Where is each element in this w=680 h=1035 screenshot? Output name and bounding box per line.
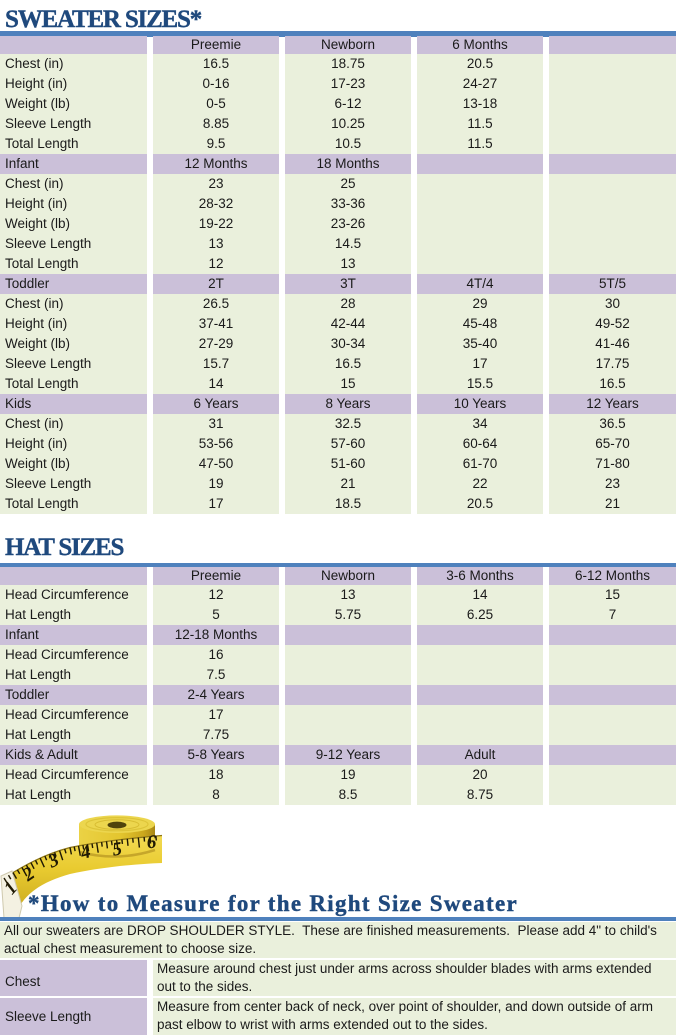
svg-text:5: 5: [111, 838, 124, 860]
svg-text:4: 4: [78, 841, 93, 864]
svg-text:6: 6: [146, 832, 158, 854]
